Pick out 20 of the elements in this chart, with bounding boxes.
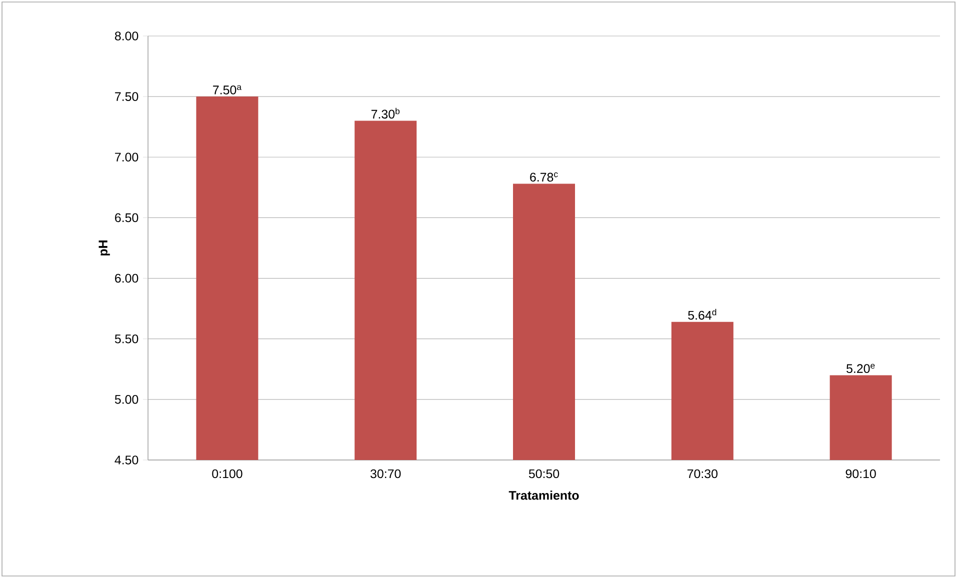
y-tick-label: 6.50 [115, 213, 138, 222]
data-label: 6.78$^{c}$ [530, 172, 558, 182]
x-axis-title: Tratamiento [508, 490, 579, 500]
data-label: 7.30$^{b}$ [371, 108, 400, 119]
data-label: 7.50$^{a}$ [213, 85, 242, 94]
x-tick-label: 50:50 [528, 469, 560, 478]
x-tick-label: 0:100 [212, 469, 242, 478]
y-tick-label: 8.00 [114, 32, 138, 40]
y-tick-label: 6.00 [115, 274, 138, 283]
x-tick-label: 30:70 [370, 469, 401, 478]
data-label: 5.64$^{d}$ [688, 308, 716, 320]
y-axis-title: pH [98, 240, 110, 256]
y-tick-label: 7.50 [115, 92, 138, 101]
data-label: 5.20$^{e}$ [846, 364, 875, 373]
y-tick-label: 5.00 [114, 395, 138, 404]
y-tick-label: 5.50 [114, 334, 138, 344]
y-tick-label: 4.50 [114, 456, 138, 464]
x-tick-label: 70:30 [687, 469, 718, 478]
y-tick-label: 7.00 [115, 152, 138, 162]
x-tick-label: 90:10 [846, 469, 876, 478]
